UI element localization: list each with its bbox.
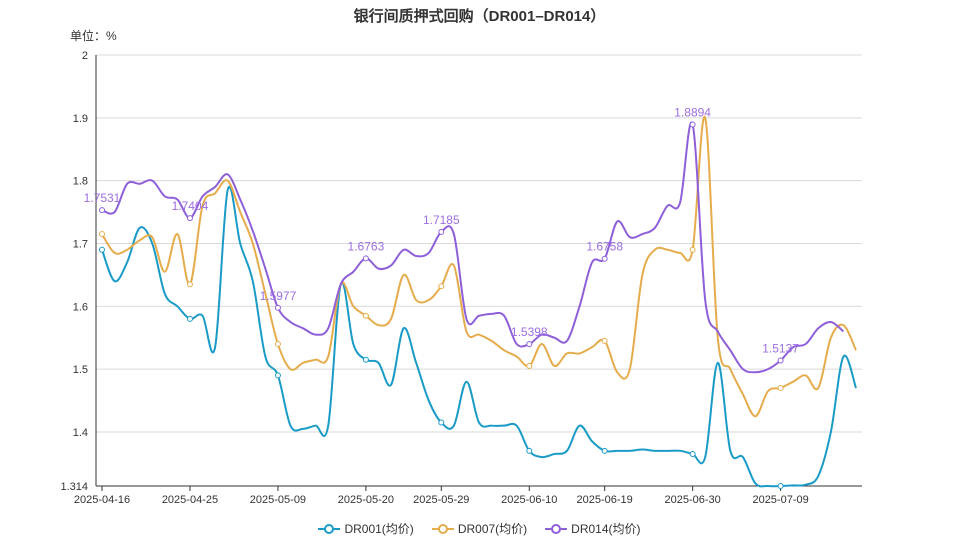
legend-item-2[interactable]: DR014(均价) — [545, 520, 641, 537]
data-point — [274, 341, 281, 348]
y-tick-label: 1.7 — [73, 238, 88, 250]
data-label: 1.8894 — [674, 105, 711, 119]
data-point — [99, 246, 105, 253]
data-point — [601, 447, 608, 454]
x-tick-label: 2025-06-19 — [577, 494, 633, 506]
data-label: 1.7531 — [84, 191, 121, 205]
data-label: 1.6763 — [348, 239, 385, 253]
data-point — [274, 304, 281, 311]
data-label: 1.6758 — [586, 240, 623, 254]
legend-label: DR014(均价) — [571, 522, 641, 536]
x-tick-label: 2025-05-09 — [250, 494, 306, 506]
y-tick-label: 2 — [82, 50, 88, 62]
x-tick-label: 2025-05-29 — [413, 494, 469, 506]
data-point — [362, 356, 369, 363]
data-point — [689, 121, 696, 128]
x-tick-label: 2025-06-30 — [664, 494, 720, 506]
chart-title: 银行间质押式回购（DR001–DR014） — [353, 8, 606, 25]
data-point — [601, 337, 608, 344]
data-point — [526, 362, 533, 369]
data-point — [99, 231, 105, 238]
y-tick-label: 1.5 — [73, 364, 88, 376]
x-tick-label: 2025-04-25 — [162, 494, 218, 506]
legend-label: DR001(均价) — [344, 522, 414, 536]
data-point — [689, 450, 696, 457]
data-label: 1.5977 — [260, 289, 297, 303]
y-tick-label: 1.314 — [60, 481, 88, 493]
series-line-0 — [101, 185, 857, 488]
x-tick-label: 2025-05-20 — [338, 494, 394, 506]
series-line-2 — [101, 121, 845, 374]
x-tick-label: 2025-07-09 — [752, 494, 808, 506]
legend-item-0[interactable]: DR001(均价) — [318, 520, 414, 537]
legend-item-1[interactable]: DR007(均价) — [431, 520, 528, 537]
data-point — [362, 312, 369, 319]
data-point — [186, 215, 193, 222]
data-point — [186, 281, 193, 288]
data-point — [438, 283, 445, 290]
data-label: 1.7404 — [172, 199, 209, 213]
data-label: 1.5398 — [511, 325, 548, 339]
data-point — [777, 384, 784, 391]
legend-swatch-icon — [431, 523, 454, 534]
data-label: 1.5137 — [762, 342, 799, 356]
y-tick-label: 1.9 — [73, 113, 88, 125]
x-tick-label: 2025-04-16 — [74, 494, 130, 506]
data-point — [186, 315, 193, 322]
data-point — [438, 419, 445, 426]
data-point — [777, 357, 784, 364]
legend-label: DR007(均价) — [457, 522, 528, 536]
data-point — [99, 207, 105, 214]
data-point — [526, 447, 533, 454]
unit-label: 单位：% — [70, 29, 117, 43]
data-point — [601, 255, 608, 262]
y-tick-label: 1.6 — [73, 301, 88, 313]
legend-swatch-icon — [545, 523, 568, 534]
data-point — [362, 255, 369, 262]
data-point — [438, 228, 445, 235]
legend-swatch-icon — [318, 523, 341, 534]
series-line-1 — [101, 115, 857, 418]
data-point — [689, 246, 696, 253]
data-point — [526, 341, 533, 348]
data-point — [274, 372, 281, 379]
y-tick-label: 1.8 — [73, 176, 88, 188]
data-point — [777, 483, 784, 489]
data-label: 1.7185 — [423, 213, 460, 227]
x-tick-label: 2025-06-10 — [501, 494, 557, 506]
y-tick-label: 1.4 — [73, 427, 88, 439]
legend: DR001(均价) DR007(均价) DR014(均价) — [0, 520, 959, 537]
